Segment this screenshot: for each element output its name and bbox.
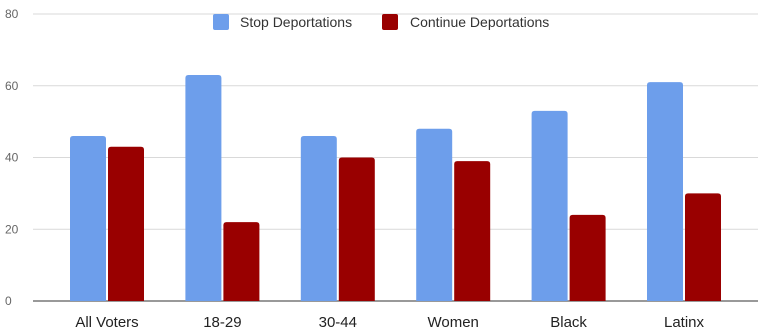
bars: [70, 74, 721, 301]
x-tick-label: Latinx: [664, 314, 705, 329]
bar-stop-all-voters: [70, 135, 106, 301]
x-tick-label: Black: [550, 314, 587, 329]
legend: Stop Deportations Continue Deportations: [213, 14, 549, 30]
bar-continue-all-voters: [108, 146, 144, 301]
y-tick-label: 80: [5, 7, 19, 21]
bar-continue-30-44: [338, 157, 375, 301]
bar-stop-latinx: [647, 82, 683, 301]
legend-swatch: [213, 14, 229, 30]
y-axis-ticks: 0 20 40 60 80: [5, 7, 19, 308]
bar-continue-black: [569, 214, 606, 301]
x-tick-label: Women: [427, 314, 478, 329]
legend-label: Stop Deportations: [240, 14, 352, 30]
bar-stop-women: [416, 128, 453, 301]
bar-continue-women: [454, 161, 491, 301]
bar-stop-black: [531, 110, 568, 301]
legend-label: Continue Deportations: [410, 14, 549, 30]
y-tick-label: 40: [5, 151, 19, 165]
legend-swatch: [382, 14, 398, 30]
bar-stop-30-44: [300, 135, 337, 301]
y-tick-label: 60: [5, 79, 19, 93]
x-tick-label: All Voters: [75, 314, 138, 329]
y-tick-label: 0: [5, 294, 12, 308]
bar-continue-18-29: [223, 222, 260, 301]
x-tick-label: 18-29: [203, 314, 241, 329]
bar-stop-18-29: [185, 74, 222, 301]
y-tick-label: 20: [5, 222, 19, 236]
x-axis-ticks: All Voters 18-29 30-44 Women Black Latinx: [75, 314, 704, 329]
x-tick-label: 30-44: [319, 314, 357, 329]
bar-continue-latinx: [685, 193, 721, 301]
